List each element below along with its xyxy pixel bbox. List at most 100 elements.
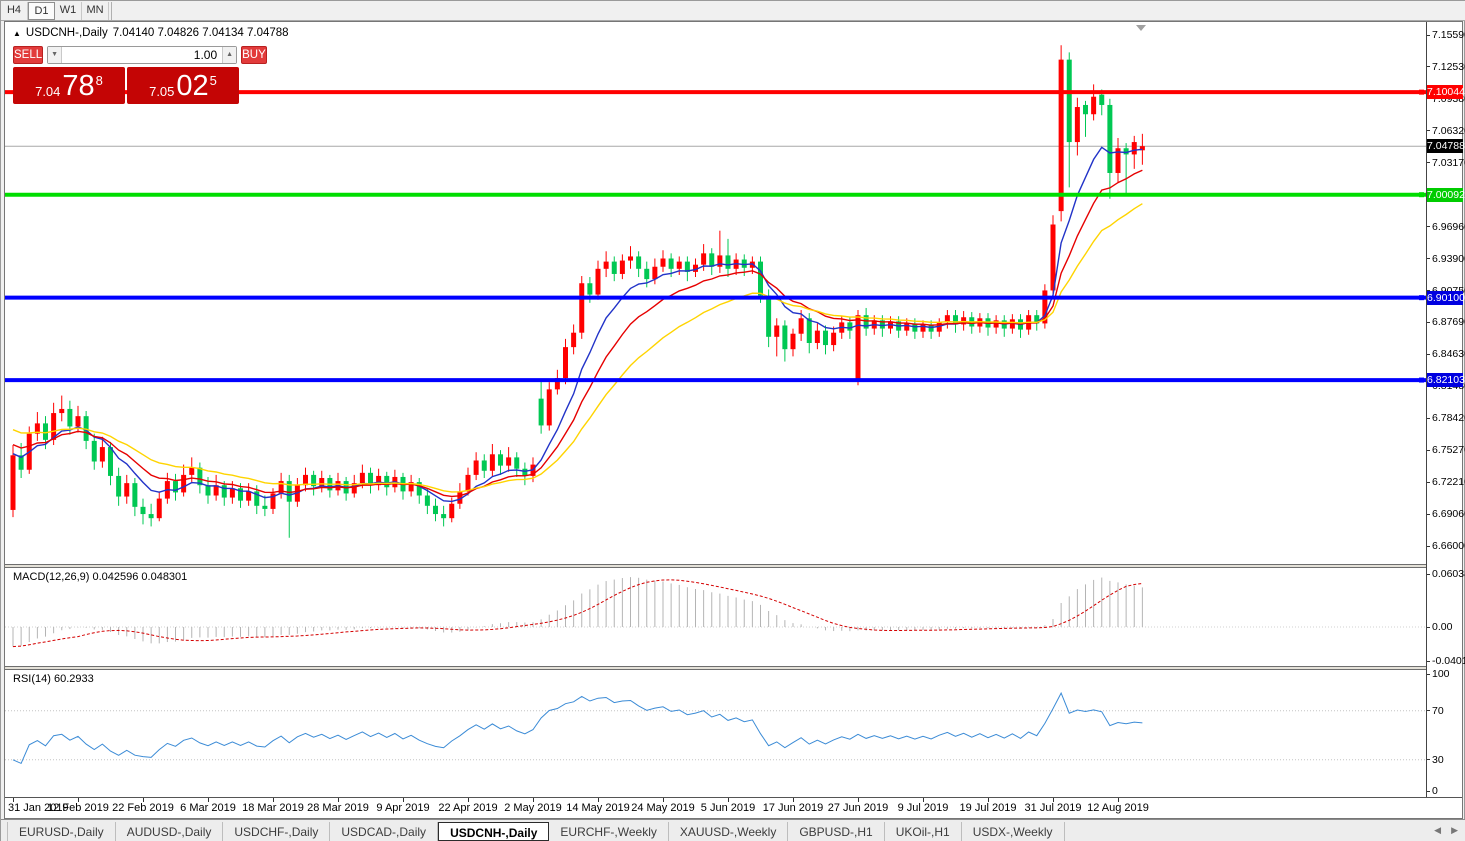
candle-body xyxy=(213,485,219,496)
axis-tick xyxy=(1427,482,1430,483)
level-line-handle[interactable] xyxy=(1419,89,1424,95)
chart-tab-ukoil-h1[interactable]: UKOil-,H1 xyxy=(885,821,962,841)
chart-tab-usdchf-daily[interactable]: USDCHF-,Daily xyxy=(223,821,331,841)
candle-body xyxy=(116,475,122,497)
time-tick xyxy=(923,798,924,802)
time-axis-label: 14 May 2019 xyxy=(566,802,630,814)
timeframe-toolbar: H4 D1 W1 MN xyxy=(1,1,1465,21)
candle-body xyxy=(847,322,853,331)
tab-scroll-right-icon[interactable]: ▶ xyxy=(1451,825,1458,835)
candle-body xyxy=(376,475,382,486)
level-line-handle[interactable] xyxy=(1419,295,1424,301)
rsi-axis-label: 30 xyxy=(1432,753,1444,766)
time-axis-label: 31 Jan 2019 xyxy=(8,802,69,814)
candle-body xyxy=(814,330,820,344)
time-axis-label: 28 Mar 2019 xyxy=(307,802,369,814)
candle-body xyxy=(1107,104,1113,173)
time-axis[interactable]: 31 Jan 2019 12 Feb 2019 22 Feb 2019 6 Mar 2… xyxy=(5,797,1462,818)
volume-stepper: ▼ ▲ xyxy=(47,46,238,64)
timeframe-button-h4[interactable]: H4 xyxy=(1,1,28,20)
axis-tick xyxy=(1427,130,1430,131)
candle-body xyxy=(798,318,804,334)
rsi-axis-label: 0 xyxy=(1432,785,1438,797)
axis-tick xyxy=(1427,450,1430,451)
candle-body xyxy=(34,423,40,434)
candle-body xyxy=(782,325,788,350)
volume-decrease-icon[interactable]: ▼ xyxy=(48,47,63,63)
candle-body xyxy=(10,455,16,510)
axis-tick xyxy=(1427,322,1430,323)
panel-splitter[interactable] xyxy=(5,564,1462,568)
time-axis-label: 5 Jun 2019 xyxy=(700,802,756,814)
time-tick xyxy=(338,798,339,802)
time-axis-label: 22 Apr 2019 xyxy=(438,802,498,814)
chart-tab-usdx-weekly[interactable]: USDX-,Weekly xyxy=(962,821,1065,841)
rsi-panel: RSI(14) 60.2933 xyxy=(5,670,1426,797)
candle-body xyxy=(1034,315,1040,324)
candle-body xyxy=(1066,59,1072,143)
chart-shift-icon[interactable] xyxy=(1136,25,1146,31)
price-axis-label: 7.03170 xyxy=(1432,156,1465,169)
level-price-tag[interactable]: 7.00092 xyxy=(1427,187,1465,202)
axis-tick xyxy=(1427,35,1430,36)
macd-axis-max: 0.060343 xyxy=(1432,568,1465,580)
candle-body xyxy=(262,505,268,509)
sell-price-pip: 8 xyxy=(95,73,103,88)
candle-body xyxy=(628,256,633,261)
buy-price-button[interactable]: 7.05 02 5 xyxy=(127,67,239,104)
tab-scroll-left-icon[interactable]: ◀ xyxy=(1434,825,1442,835)
volume-increase-icon[interactable]: ▲ xyxy=(222,47,237,63)
axis-tick xyxy=(1427,226,1430,227)
candle-body xyxy=(1058,59,1064,212)
chart-tab-usdcad-daily[interactable]: USDCAD-,Daily xyxy=(330,821,439,841)
candle-body xyxy=(587,283,593,295)
timeframe-button-mn[interactable]: MN xyxy=(82,1,109,20)
candle-body xyxy=(148,514,154,519)
sell-button[interactable]: SELL xyxy=(13,46,44,64)
candle-body xyxy=(173,481,178,493)
candle-body xyxy=(408,482,414,492)
rsi-indicator-label: RSI(14) 60.2933 xyxy=(13,673,94,685)
candle-body xyxy=(441,514,447,519)
time-axis-label: 9 Apr 2019 xyxy=(376,802,430,814)
candle-body xyxy=(758,261,763,296)
candle-body xyxy=(124,483,130,497)
candle-body xyxy=(563,347,568,379)
timeframe-button-w1[interactable]: W1 xyxy=(55,1,82,20)
candle-body xyxy=(91,440,97,462)
candle-body xyxy=(278,481,284,494)
time-tick xyxy=(793,798,794,802)
current-price-tag[interactable]: 7.04788 xyxy=(1427,139,1465,154)
axis-tick xyxy=(1427,759,1430,760)
time-tick xyxy=(1118,798,1119,802)
level-line-handle[interactable] xyxy=(1419,377,1424,383)
volume-input[interactable] xyxy=(62,47,223,63)
price-axis[interactable]: 7.155907.125307.093807.063207.031706.969… xyxy=(1426,22,1465,797)
panel-splitter[interactable] xyxy=(5,666,1462,670)
chart-tab-usdcnh-daily[interactable]: USDCNH-,Daily xyxy=(438,821,550,841)
level-price-tag[interactable]: 6.90100 xyxy=(1427,290,1465,305)
candle-body xyxy=(449,503,455,519)
candle-body xyxy=(43,423,48,440)
chart-tab-gbpusd-h1[interactable]: GBPUSD-,H1 xyxy=(788,821,885,841)
candle-body xyxy=(465,474,471,492)
buy-button[interactable]: BUY xyxy=(241,46,267,64)
level-price-tag[interactable]: 7.10044 xyxy=(1427,85,1465,100)
candle-body xyxy=(831,332,837,346)
trade-panel-toggle-icon[interactable]: ▲ xyxy=(13,28,21,38)
sell-price-button[interactable]: 7.04 78 8 xyxy=(13,67,125,104)
chart-tab-eurusd-daily[interactable]: EURUSD-,Daily xyxy=(7,821,116,841)
chart-tab-audusd-daily[interactable]: AUDUSD-,Daily xyxy=(116,821,224,841)
candle-body xyxy=(189,467,195,475)
timeframe-button-d1[interactable]: D1 xyxy=(28,1,55,20)
price-axis-label: 6.72210 xyxy=(1432,476,1465,488)
time-axis-label: 9 Jul 2019 xyxy=(897,802,949,814)
chart-tab-bar: EURUSD-,Daily AUDUSD-,Daily USDCHF-,Daily U… xyxy=(1,819,1465,841)
chart-tab-eurchf-weekly[interactable]: EURCHF-,Weekly xyxy=(549,821,669,841)
candle-body xyxy=(961,317,967,325)
level-price-tag[interactable]: 6.82103 xyxy=(1427,373,1465,388)
level-line-handle[interactable] xyxy=(1419,192,1424,198)
chart-tab-xauusd-weekly[interactable]: XAUUSD-,Weekly xyxy=(669,821,789,841)
candle-body xyxy=(1091,96,1097,115)
ma-medium-line xyxy=(12,169,1143,498)
